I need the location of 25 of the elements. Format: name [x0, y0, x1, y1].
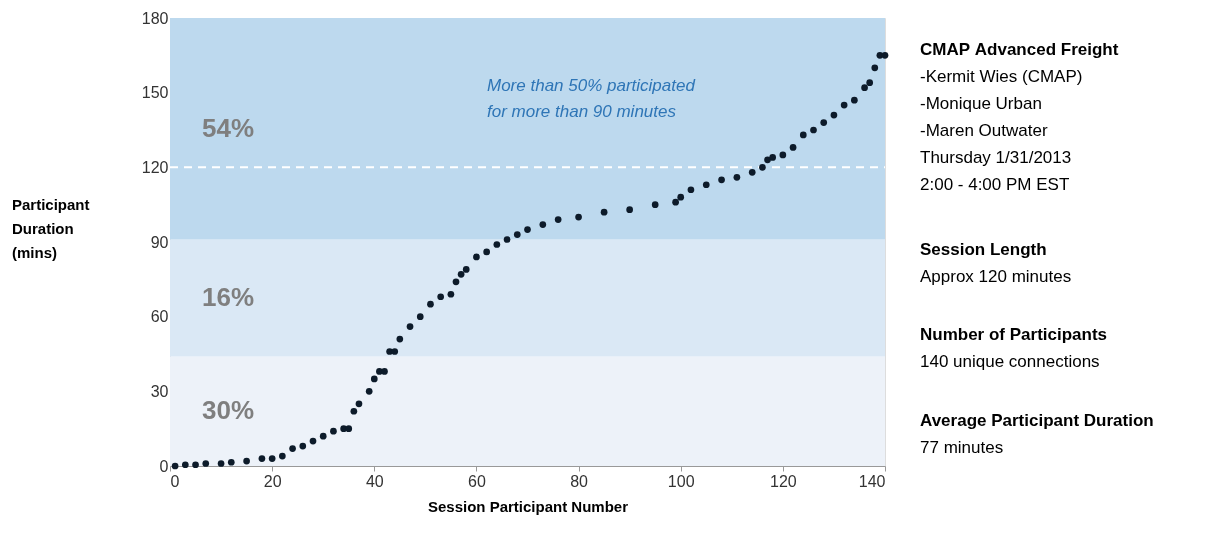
y-tick-label: 30: [150, 382, 169, 400]
band-label: 16%: [202, 282, 255, 312]
y-tick-label: 120: [141, 158, 169, 176]
x-tick-label: 120: [770, 472, 797, 490]
text: Number of Participants 140 unique connections: [920, 325, 1108, 371]
band-label: 30%: [202, 395, 255, 426]
annotation: More than 50% participated for more than 90 minutes: [487, 76, 696, 121]
y-tick-label: 90: [150, 233, 169, 251]
x-tick-label: 80: [570, 472, 589, 490]
y-tick-label: 180: [141, 9, 169, 27]
x-tick-label: 40: [365, 472, 384, 490]
text: Session Length Approx 120 minutes: [920, 240, 1072, 286]
band-label: 54%: [202, 112, 255, 143]
x-tick-label: 100: [667, 472, 695, 490]
x-tick-label: 60: [468, 472, 486, 490]
x-axis-title: Session Participant Number: [427, 497, 629, 515]
y-tick-label: 150: [141, 84, 169, 102]
text: Average Participant Duration 77 minutes: [920, 411, 1154, 457]
text: CMAP Advanced Freight -Kermit Wies (CMAP) -Monique Urban -Maren Outwater Thursday 1/31/2013 2:00 - 4:00 PM EST: [920, 40, 1119, 194]
y-tick-label: 60: [150, 308, 169, 326]
x-tick-label: 20: [263, 472, 282, 490]
x-tick-label: 140: [858, 472, 886, 490]
y-tick-label: 0: [159, 457, 169, 475]
x-tick-label: 0: [170, 472, 180, 490]
y-axis-title: Participant Duration (mins): [12, 196, 90, 261]
